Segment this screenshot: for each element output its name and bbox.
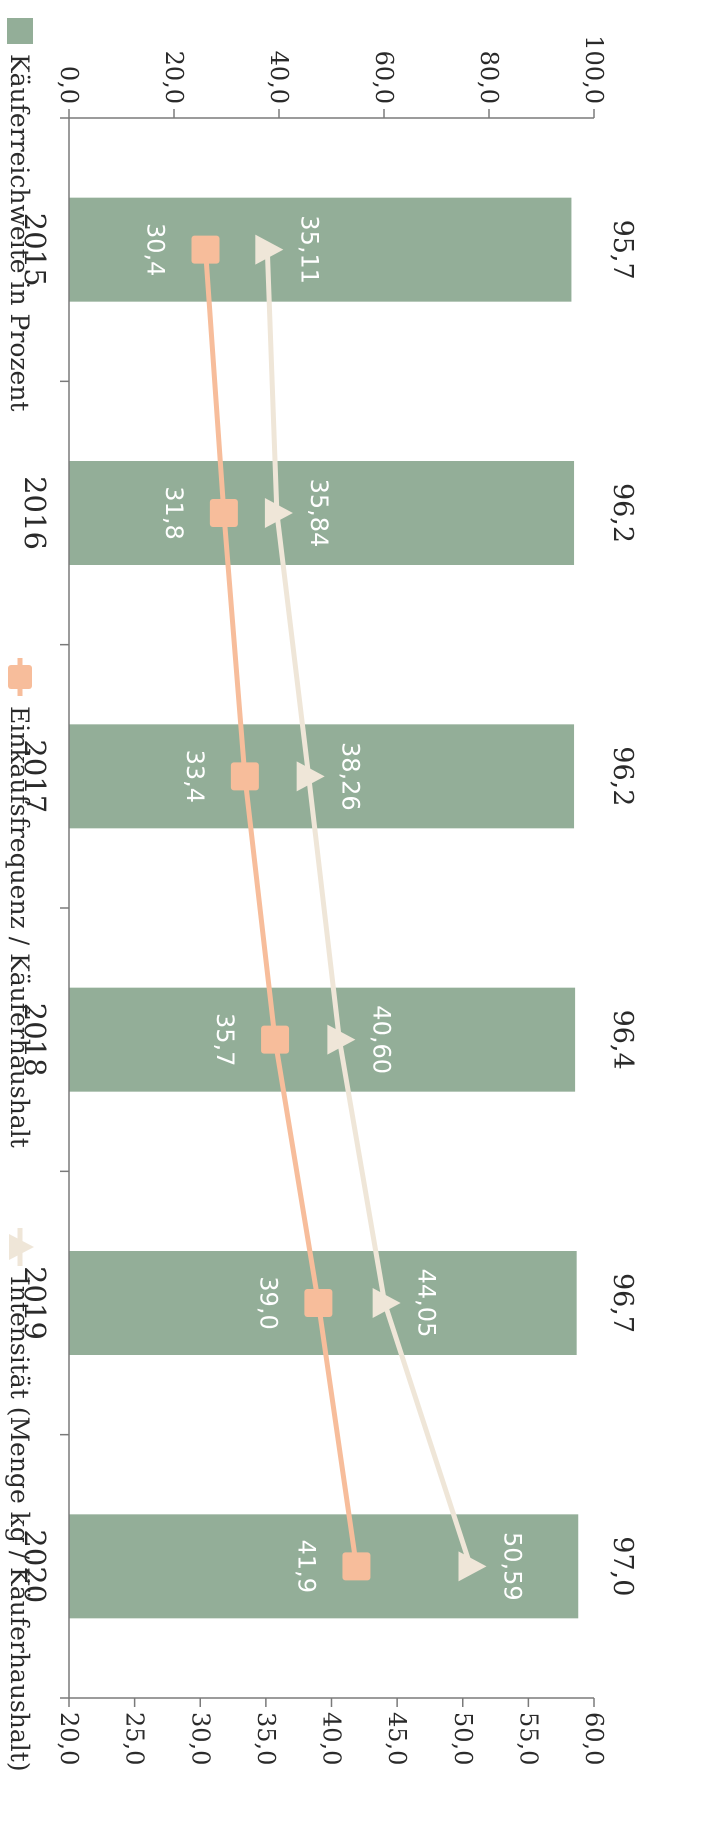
bar-2015 xyxy=(69,197,572,302)
legend-label-intensity: Intensität (Menge kg / Käuferhaushalt) xyxy=(5,1276,34,1772)
frequency-value-label: 39,0 xyxy=(254,1276,282,1329)
left-tick-label: 40,0 xyxy=(265,51,293,104)
frequency-value-label: 31,8 xyxy=(160,486,188,539)
frequency-value-label: 30,4 xyxy=(142,223,170,276)
left-tick-label: 60,0 xyxy=(370,51,398,104)
intensity-value-label: 38,26 xyxy=(337,742,365,811)
frequency-marker-2017 xyxy=(230,762,259,791)
left-tick-label: 100,0 xyxy=(580,35,608,104)
bar-2018 xyxy=(69,987,576,1092)
intensity-value-label: 44,05 xyxy=(413,1269,441,1338)
intensity-value-label: 40,60 xyxy=(367,1005,395,1074)
legend-swatch-bar xyxy=(7,18,33,44)
bar-2020 xyxy=(69,1514,579,1619)
intensity-marker-2016 xyxy=(264,498,293,528)
legend-label-bar: Käuferreichweite in Prozent xyxy=(5,54,34,411)
bar-value-label: 95,7 xyxy=(607,220,638,280)
right-tick-label: 20,0 xyxy=(55,1712,83,1765)
bar-value-label: 96,2 xyxy=(607,483,638,543)
x-tick-label: 2017 xyxy=(18,739,52,813)
left-tick-label: 20,0 xyxy=(160,51,188,104)
intensity-marker-2020 xyxy=(458,1551,487,1582)
right-tick-label: 40,0 xyxy=(318,1712,346,1765)
intensity-value-label: 35,84 xyxy=(305,479,333,548)
frequency-marker-2020 xyxy=(342,1552,371,1581)
legend-label-frequency: Einkaufsfrequenz / Käuferhaushalt xyxy=(5,706,34,1148)
intensity-value-label: 50,59 xyxy=(498,1532,526,1601)
intensity-marker-2019 xyxy=(372,1288,401,1318)
intensity-line xyxy=(264,249,473,1568)
bar-value-label: 97,0 xyxy=(607,1536,638,1596)
frequency-value-label: 41,9 xyxy=(292,1540,320,1593)
right-tick-label: 55,0 xyxy=(514,1712,542,1765)
right-tick-label: 25,0 xyxy=(121,1712,149,1765)
right-tick-label: 30,0 xyxy=(186,1712,214,1765)
intensity-value-label: 35,11 xyxy=(295,215,323,284)
bar-value-label: 96,4 xyxy=(607,1010,638,1070)
legend-swatch-frequency-marker xyxy=(8,665,32,689)
legend-swatch-intensity-marker xyxy=(9,1234,34,1260)
x-tick-label: 2015 xyxy=(18,213,52,287)
frequency-value-label: 33,4 xyxy=(181,750,209,803)
left-tick-label: 80,0 xyxy=(475,51,503,104)
right-tick-label: 45,0 xyxy=(383,1712,411,1765)
right-tick-label: 50,0 xyxy=(449,1712,477,1765)
frequency-value-label: 35,7 xyxy=(211,1013,239,1066)
x-tick-label: 2018 xyxy=(18,1003,52,1077)
frequency-line xyxy=(203,249,359,1567)
intensity-marker-2018 xyxy=(327,1024,356,1055)
right-tick-label: 60,0 xyxy=(580,1712,608,1765)
bar-2016 xyxy=(69,461,575,565)
frequency-marker-2019 xyxy=(304,1289,333,1317)
bar-value-label: 96,7 xyxy=(607,1273,638,1333)
intensity-marker-2017 xyxy=(296,761,325,792)
frequency-marker-2015 xyxy=(191,235,220,264)
x-tick-label: 2020 xyxy=(18,1529,52,1603)
left-tick-label: 0,0 xyxy=(55,66,83,104)
chart-plot-area: 2015 2016 2017 2018 2019 2020 0,0 20,0 40,0 60,0 8… xyxy=(5,18,638,1772)
right-tick-label: 35,0 xyxy=(252,1712,280,1765)
bar-value-label: 96,2 xyxy=(607,746,638,806)
x-tick-label: 2016 xyxy=(18,476,52,550)
frequency-marker-2018 xyxy=(261,1025,290,1054)
intensity-marker-2015 xyxy=(255,234,284,265)
frequency-marker-2016 xyxy=(209,499,238,527)
x-tick-label: 2019 xyxy=(18,1266,52,1340)
